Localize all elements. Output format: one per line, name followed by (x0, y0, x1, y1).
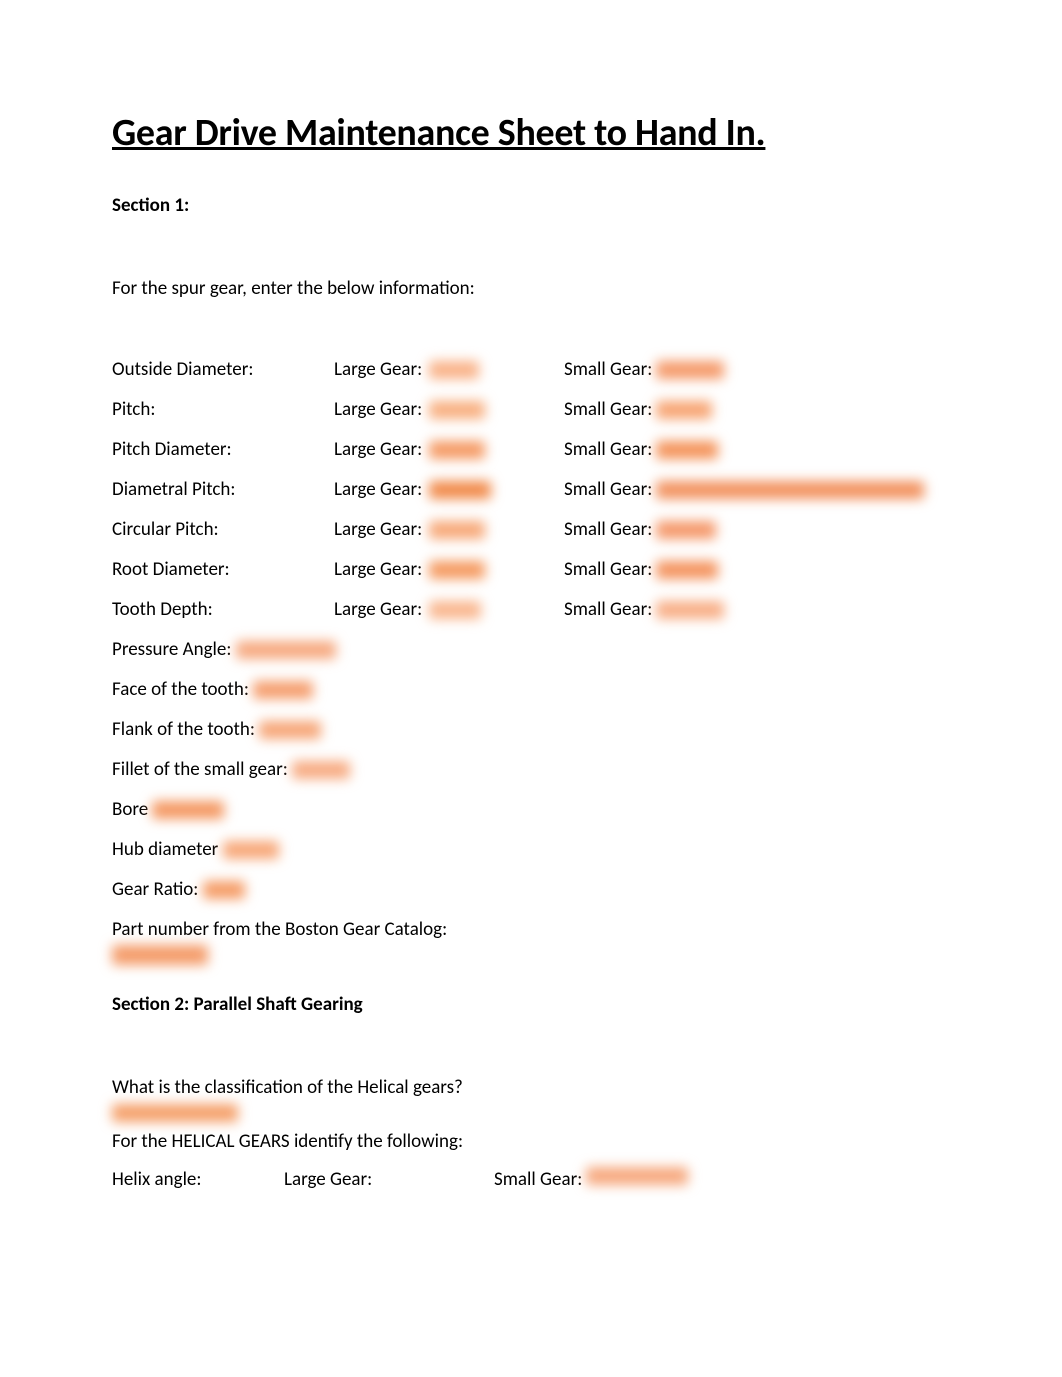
row-label: Bore (112, 798, 152, 821)
page-title: Gear Drive Maintenance Sheet to Hand In. (112, 110, 962, 156)
row-label: Tooth Depth: (112, 598, 334, 621)
large-gear-label: Large Gear: (334, 558, 429, 581)
single-rows: Pressure Angle: Face of the tooth: Flank… (112, 638, 962, 901)
helix-angle-row: Helix angle: Large Gear: Small Gear: (112, 1167, 962, 1191)
redaction-smudge (429, 401, 485, 419)
row-label: Circular Pitch: (112, 518, 334, 541)
row-label: Face of the tooth: (112, 678, 253, 701)
single-row: Flank of the tooth: (112, 718, 962, 741)
spur-row: Pitch Diameter:Large Gear: Small Gear: (112, 438, 962, 461)
small-gear-value (656, 438, 718, 461)
small-gear-value (656, 598, 724, 621)
small-gear-value (656, 558, 718, 581)
large-gear-value (429, 398, 564, 421)
single-row: Fillet of the small gear: (112, 758, 962, 781)
helix-angle-label: Helix angle: (112, 1168, 284, 1191)
document-page: Gear Drive Maintenance Sheet to Hand In.… (0, 0, 1062, 1377)
redaction-smudge (656, 361, 724, 379)
redaction-smudge (429, 561, 485, 579)
redaction-smudge (656, 601, 724, 619)
row-label: Pitch: (112, 398, 334, 421)
redaction-smudge (152, 801, 224, 819)
redaction-smudge (292, 761, 350, 779)
spur-row: Diametral Pitch:Large Gear: Small Gear: (112, 478, 962, 501)
row-label: Hub diameter (112, 838, 223, 861)
redaction-smudge (429, 481, 491, 499)
large-gear-value (429, 598, 564, 621)
row-label: Diametral Pitch: (112, 478, 334, 501)
large-gear-value (429, 558, 564, 581)
small-gear-label: Small Gear: (564, 558, 656, 581)
spur-row: Tooth Depth:Large Gear: Small Gear: (112, 598, 962, 621)
spur-row: Outside Diameter:Large Gear: Small Gear: (112, 358, 962, 381)
redaction-smudge (429, 441, 485, 459)
redaction-smudge (656, 441, 718, 459)
large-gear-label: Large Gear: (334, 398, 429, 421)
small-gear-value (656, 478, 924, 501)
part-number-label: Part number from the Boston Gear Catalog… (112, 918, 962, 941)
large-gear-label: Large Gear: (334, 438, 429, 461)
single-row: Gear Ratio: (112, 878, 962, 901)
large-gear-label: Large Gear: (334, 358, 429, 381)
small-gear-label: Small Gear: (564, 478, 656, 501)
redaction-smudge (253, 681, 313, 699)
spur-row: Pitch:Large Gear: Small Gear: (112, 398, 962, 421)
section-2-heading: Section 2: Parallel Shaft Gearing (112, 993, 962, 1016)
small-gear-value (656, 398, 712, 421)
row-label: Outside Diameter: (112, 358, 334, 381)
redaction-smudge (656, 521, 716, 539)
small-gear-label: Small Gear: (564, 598, 656, 621)
redaction-smudge (656, 561, 718, 579)
large-gear-label: Large Gear: (334, 518, 429, 541)
classification-answer (112, 1103, 962, 1122)
redaction-smudge (429, 521, 485, 539)
small-gear-label: Small Gear: (564, 518, 656, 541)
spur-gear-rows: Outside Diameter:Large Gear:Small Gear:P… (112, 358, 962, 621)
single-row: Bore (112, 798, 962, 821)
single-row: Pressure Angle: (112, 638, 962, 661)
single-row: Face of the tooth: (112, 678, 962, 701)
row-label: Fillet of the small gear: (112, 758, 292, 781)
small-gear-label: Small Gear: (564, 358, 656, 381)
spur-row: Circular Pitch:Large Gear: Small Gear: (112, 518, 962, 541)
spur-row: Root Diameter:Large Gear: Small Gear: (112, 558, 962, 581)
part-number-value (112, 945, 962, 965)
single-row: Hub diameter (112, 838, 962, 861)
redaction-smudge (586, 1167, 688, 1185)
row-label: Pressure Angle: (112, 638, 236, 661)
redaction-smudge (656, 401, 712, 419)
section-1-intro: For the spur gear, enter the below infor… (112, 277, 962, 300)
section-1-heading: Section 1: (112, 194, 962, 217)
redaction-smudge (112, 1104, 238, 1122)
small-gear-value (656, 518, 716, 541)
redaction-smudge (259, 721, 321, 739)
redaction-smudge (429, 601, 481, 619)
question-helical-identify: For the HELICAL GEARS identify the follo… (112, 1130, 962, 1153)
large-gear-label: Large Gear: (334, 478, 429, 501)
row-label: Flank of the tooth: (112, 718, 259, 741)
small-gear-label: Small Gear: (564, 438, 656, 461)
redaction-smudge (656, 481, 924, 499)
large-gear-label: Large Gear: (334, 598, 429, 621)
redaction-smudge (112, 945, 208, 965)
small-gear-label: Small Gear: (564, 398, 656, 421)
large-gear-value (429, 438, 564, 461)
question-classification: What is the classification of the Helica… (112, 1076, 962, 1099)
large-gear-value (429, 358, 564, 381)
helix-small-gear-label: Small Gear: (494, 1168, 586, 1191)
redaction-smudge (429, 361, 479, 379)
redaction-smudge (203, 881, 245, 899)
small-gear-value (656, 358, 724, 381)
redaction-smudge (236, 641, 336, 659)
row-label: Gear Ratio: (112, 878, 203, 901)
helix-large-gear-label: Large Gear: (284, 1168, 494, 1191)
row-label: Root Diameter: (112, 558, 334, 581)
large-gear-value (429, 478, 564, 501)
redaction-smudge (223, 841, 279, 859)
large-gear-value (429, 518, 564, 541)
row-label: Pitch Diameter: (112, 438, 334, 461)
